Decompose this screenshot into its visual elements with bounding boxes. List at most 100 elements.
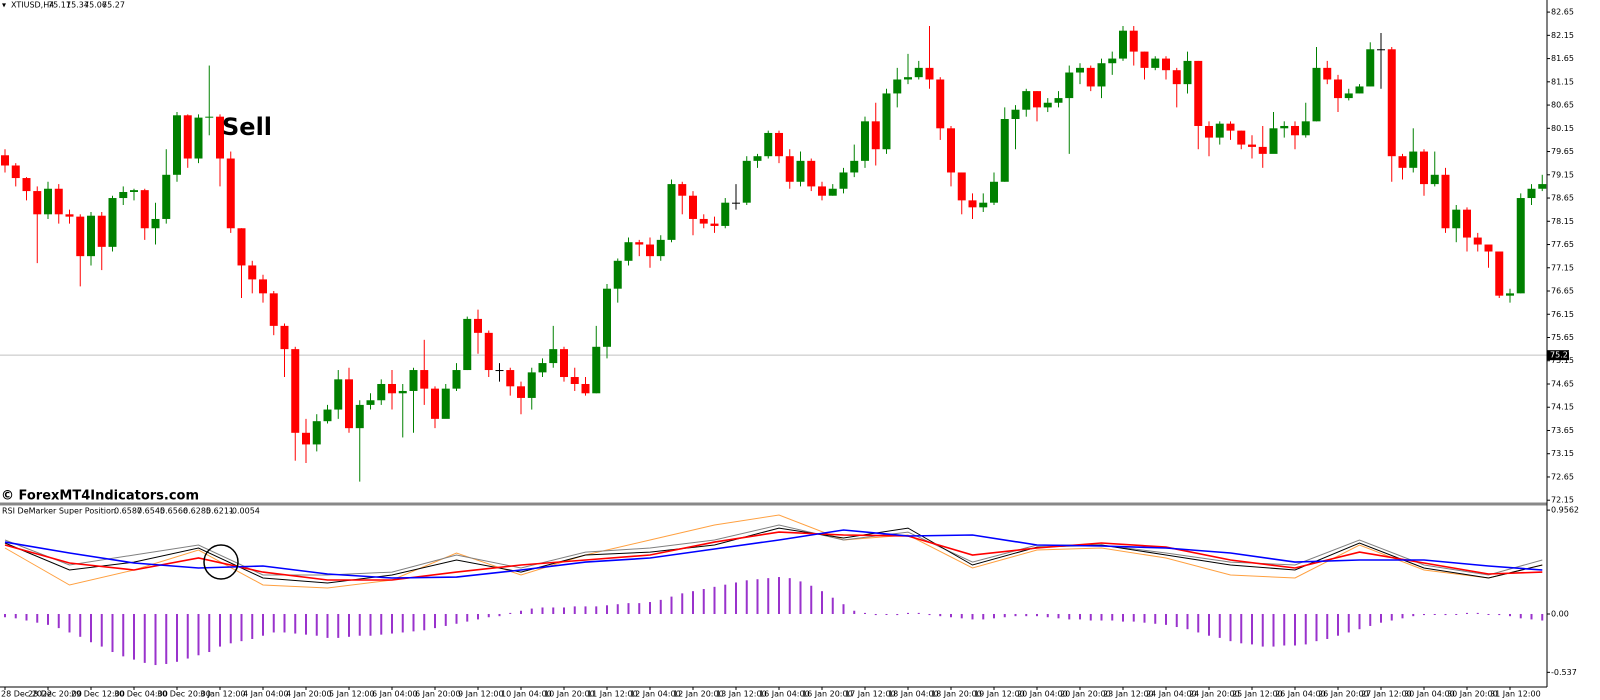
candle-body (1033, 91, 1041, 108)
candle-body (33, 191, 42, 215)
candle-body (1420, 151, 1428, 185)
candle-body (506, 370, 515, 387)
candle-body (624, 242, 633, 261)
histogram-bar (477, 613, 479, 620)
indicator-line (4, 529, 1543, 579)
header-open: 75.11 (48, 1, 71, 10)
histogram-bar (1455, 613, 1458, 615)
candle-body (807, 160, 816, 187)
candle-body (452, 370, 461, 389)
histogram-bar (1240, 613, 1243, 644)
indicator-line (4, 524, 1543, 576)
y-tick-label: 81.15 (1551, 77, 1574, 86)
histogram-bar (1057, 613, 1060, 619)
histogram-bar (283, 613, 286, 633)
candle-body (947, 128, 955, 173)
candle-body (1011, 109, 1020, 120)
menu-arrow: ▾ (2, 1, 6, 10)
candle-body (1506, 293, 1514, 296)
candle-body (957, 172, 966, 201)
x-tick-label: 30 Dec 20:00 (157, 690, 211, 699)
candle-body (570, 377, 579, 384)
candle-body (355, 404, 364, 429)
y-tick-label: 73.65 (1551, 426, 1574, 435)
candle-body (1097, 63, 1106, 87)
candle-body (635, 242, 644, 245)
histogram-bar (1412, 613, 1415, 617)
histogram-bar (1541, 613, 1544, 621)
candle-body (828, 188, 837, 196)
candle-body (398, 390, 407, 394)
histogram-bar (971, 613, 974, 620)
histogram-bar (1498, 613, 1501, 616)
histogram-bar (100, 613, 103, 647)
histogram-bar (47, 613, 49, 625)
candle-body (1000, 119, 1009, 182)
histogram-bar (874, 613, 877, 616)
x-tick-label: 29 Dec 12:00 (71, 690, 125, 699)
candle-body (613, 260, 622, 289)
histogram-bar (294, 613, 297, 634)
histogram-bar (466, 613, 469, 622)
candle-body (818, 186, 826, 196)
candle-body (990, 181, 998, 203)
candle-body (1463, 209, 1471, 238)
candle-body (334, 379, 343, 410)
candle-body (925, 67, 934, 80)
candle-body (1022, 91, 1031, 110)
candle-body (1355, 86, 1364, 94)
histogram-bar (563, 607, 565, 614)
histogram-bar (14, 613, 17, 619)
histogram-bar (1251, 613, 1253, 645)
x-tick-label: 17 Jan 12:00 (845, 690, 896, 699)
histogram-bar (90, 613, 92, 643)
histogram-bar (616, 604, 619, 614)
histogram-bar (1175, 613, 1178, 628)
candle-body (1258, 146, 1267, 154)
indicator-value: 0.6566 (160, 507, 188, 516)
histogram-bar (670, 596, 673, 614)
x-tick-label: 11 Jan 12:00 (587, 690, 638, 699)
histogram-bar (1154, 613, 1157, 624)
histogram-bar (208, 613, 211, 653)
x-tick-label: 26 Jan 04:00 (1275, 690, 1326, 699)
candle-body (1323, 67, 1332, 80)
candle-body (474, 318, 482, 333)
candle-body (1527, 188, 1536, 199)
histogram-bar (401, 613, 404, 633)
histogram-bar (337, 613, 340, 638)
candle-body (893, 79, 902, 94)
candle-body (656, 239, 665, 257)
x-tick-label: 30 Jan 20:00 (1447, 690, 1498, 699)
histogram-bar (509, 612, 512, 614)
candle-body (1043, 102, 1052, 108)
histogram-bar (1089, 613, 1092, 621)
candle-body (248, 265, 257, 280)
y-tick-label: 79.65 (1551, 147, 1574, 156)
histogram-bar (1229, 613, 1232, 642)
x-tick-label: 9 Jan 12:00 (458, 690, 504, 699)
candle-body (1086, 67, 1095, 87)
histogram-bar (1111, 613, 1114, 621)
x-tick-label: 19 Jan 12:00 (974, 690, 1025, 699)
candle-body (839, 172, 848, 189)
histogram-bar (487, 613, 490, 618)
candle-body (420, 370, 429, 389)
y-tick-label: 75.65 (1551, 333, 1574, 342)
histogram-bar (498, 613, 501, 617)
candle-body (130, 190, 138, 192)
x-tick-label: 16 Jan 20:00 (802, 690, 853, 699)
candle-body (151, 218, 160, 229)
histogram-bar (982, 613, 985, 620)
histogram-bar (1132, 613, 1135, 622)
histogram-bar (4, 613, 6, 618)
x-tick-label: 24 Jan 04:00 (1146, 690, 1197, 699)
y-tick-label: 74.15 (1551, 403, 1574, 412)
histogram-bar (412, 613, 415, 632)
histogram-bar (692, 591, 694, 614)
histogram-bar (229, 613, 232, 644)
histogram-bar (369, 613, 372, 636)
x-tick-label: 24 Jan 20:00 (1189, 690, 1240, 699)
candle-body (1538, 184, 1547, 189)
indicator-y-tick-label: 0.9562 (1551, 506, 1579, 515)
